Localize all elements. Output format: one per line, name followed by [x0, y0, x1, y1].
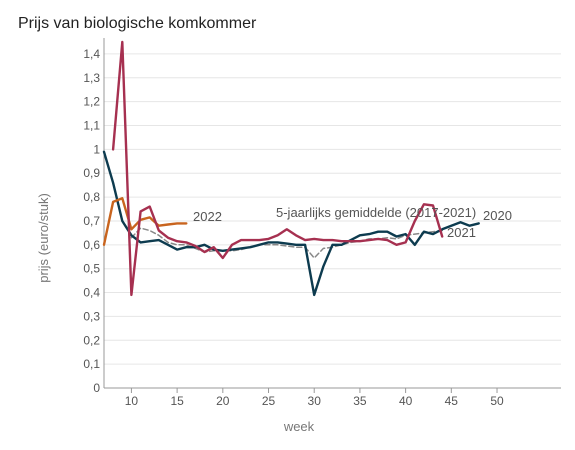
x-tick-label: 20 — [216, 394, 230, 408]
series-label-2020: 2020 — [483, 208, 512, 223]
y-tick-label: 0,3 — [83, 309, 100, 323]
series-line-2020 — [102, 150, 480, 297]
series-label-2022: 2022 — [193, 209, 222, 224]
series-label-2021: 2021 — [447, 225, 476, 240]
x-tick-label: 35 — [353, 394, 367, 408]
y-tick-labels: 0 0,1 0,2 0,3 0,4 0,5 0,6 0,7 0,8 0,9 1 1,1 1,2 1,3 1,… — [83, 47, 100, 395]
axes — [103, 38, 561, 393]
x-tick-label: 50 — [490, 394, 504, 408]
x-tick-label: 15 — [170, 394, 184, 408]
x-tick-label: 45 — [445, 394, 459, 408]
y-tick-label: 0,8 — [83, 190, 100, 204]
x-tick-label: 10 — [125, 394, 139, 408]
y-tick-label: 1,2 — [83, 95, 100, 109]
y-tick-label: 0,4 — [83, 286, 100, 300]
chart-title: Prijs van biologische komkommer — [18, 15, 257, 32]
y-tick-label: 1,4 — [83, 47, 100, 61]
y-tick-label: 1,1 — [83, 119, 100, 133]
x-tick-label: 40 — [399, 394, 413, 408]
series-lines — [102, 40, 480, 297]
y-axis-label: prijs (euro/stuk) — [36, 193, 51, 283]
y-tick-label: 0,1 — [83, 357, 100, 371]
x-tick-label: 25 — [262, 394, 276, 408]
y-tick-label: 0,9 — [83, 166, 100, 180]
y-tick-label: 1 — [93, 142, 100, 156]
series-label-average: 5-jaarlijks gemiddelde (2017-2021) — [276, 205, 476, 220]
y-tick-label: 0,5 — [83, 262, 100, 276]
y-tick-label: 0 — [93, 381, 100, 395]
series-line-average — [130, 227, 443, 259]
series-line-2021 — [111, 40, 444, 297]
y-tick-label: 0,6 — [83, 238, 100, 252]
x-axis-label: week — [283, 419, 315, 434]
series-line-2022 — [102, 197, 188, 247]
y-tick-label: 1,3 — [83, 71, 100, 85]
x-tick-label: 30 — [308, 394, 322, 408]
x-tick-labels: 10 15 20 25 30 35 40 45 50 — [125, 394, 504, 408]
y-tick-label: 0,7 — [83, 214, 100, 228]
y-tick-label: 0,2 — [83, 333, 100, 347]
